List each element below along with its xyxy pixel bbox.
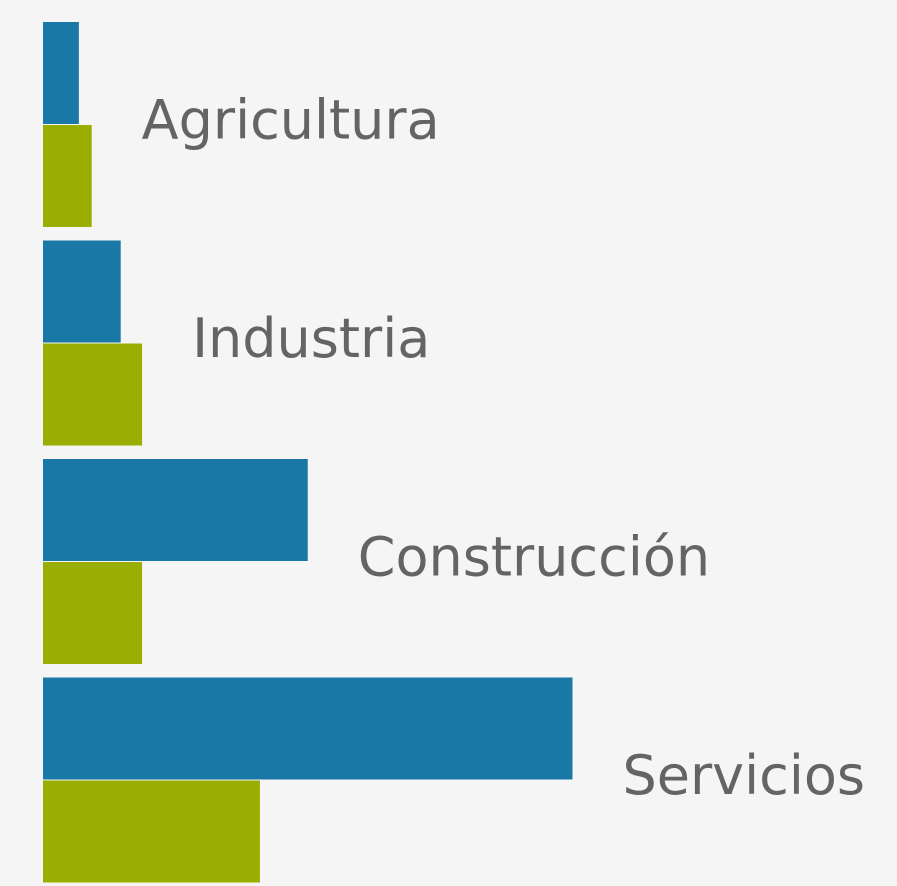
bar [43, 677, 573, 780]
bar [43, 562, 143, 664]
bar [43, 459, 308, 561]
category-label: Construcción [358, 526, 710, 589]
bar [43, 22, 79, 124]
bar [43, 343, 143, 446]
bar [43, 780, 260, 883]
category-label: Agricultura [142, 89, 440, 152]
bar [43, 240, 121, 343]
category-label: Industria [192, 307, 430, 370]
category-label: Servicios [622, 744, 865, 807]
bar [43, 125, 92, 227]
